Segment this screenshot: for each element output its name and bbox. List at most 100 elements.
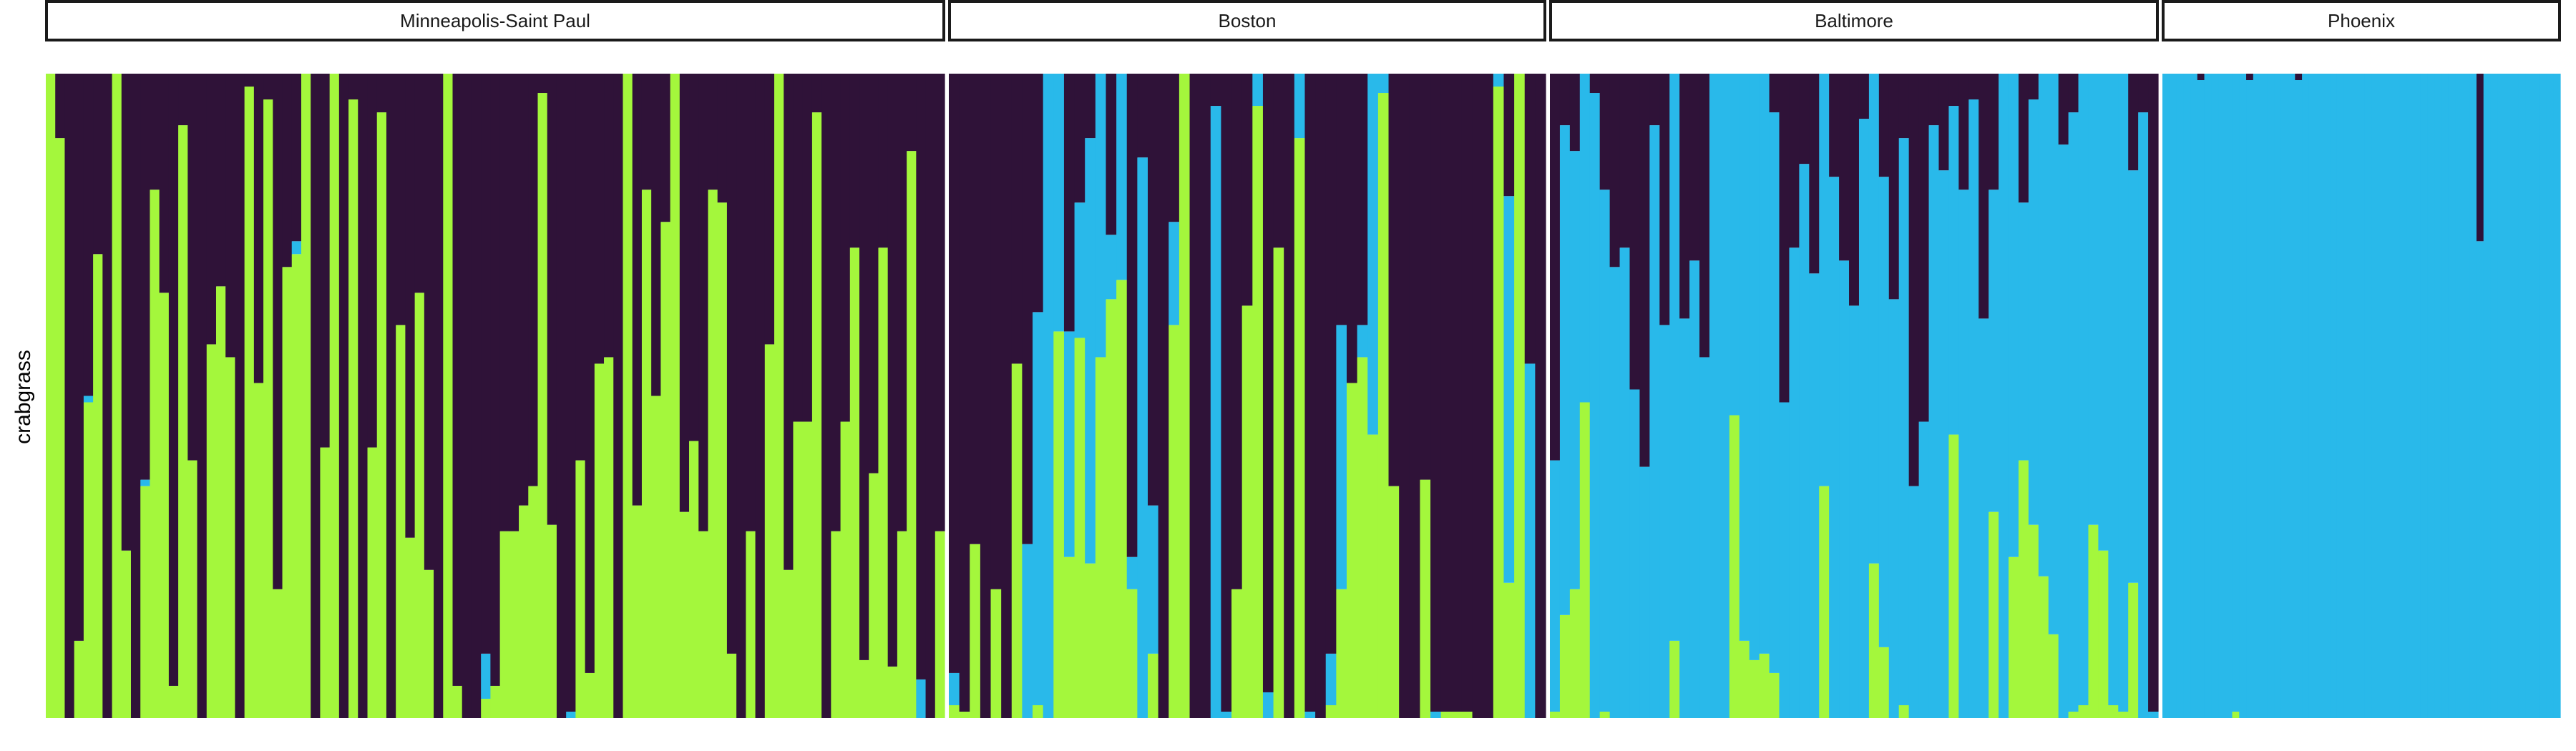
bar-segment-cluster3 [1849, 305, 1860, 718]
bar-segment-cluster2 [1158, 74, 1169, 718]
bar-segment-cluster3 [1819, 74, 1830, 486]
bar-segment-cluster2 [1629, 74, 1641, 390]
bar-segment-cluster3 [1898, 138, 1910, 705]
bar-segment-cluster1 [1514, 74, 1526, 718]
bar-segment-cluster1 [291, 254, 302, 718]
bar-segment-cluster2 [594, 74, 605, 364]
panel-2: Boston [948, 0, 1546, 719]
panel-3: Baltimore [1549, 0, 2159, 719]
bar-segment-cluster3 [1938, 170, 1949, 718]
bar-segment-cluster2 [925, 74, 936, 718]
bar-segment-cluster3 [2138, 112, 2149, 718]
bar-segment-cluster1 [263, 99, 273, 719]
bar-segment-cluster3 [2336, 74, 2345, 718]
bar-segment-cluster3 [1169, 222, 1180, 325]
bar-segment-cluster2 [253, 74, 264, 383]
bar-segment-cluster1 [2068, 711, 2079, 718]
bar-segment-cluster1 [1126, 589, 1138, 718]
y-axis-label: crabgrass [11, 350, 35, 444]
bar-segment-cluster2 [869, 74, 879, 473]
bar-segment-cluster2 [1938, 74, 1949, 171]
bar-segment-cluster2 [1550, 74, 1561, 461]
bar-segment-cluster2 [859, 74, 869, 660]
bar-segment-cluster2 [367, 74, 378, 448]
bar-segment-cluster2 [1022, 74, 1033, 544]
bar-segment-cluster2 [225, 74, 236, 358]
bar-segment-cluster3 [2267, 74, 2275, 718]
bar-segment-cluster2 [121, 74, 132, 551]
bar-segment-cluster2 [708, 74, 718, 190]
bar-segment-cluster2 [689, 74, 699, 441]
bar-segment-cluster3 [2420, 74, 2429, 718]
bar-segment-cluster2 [1569, 74, 1581, 152]
bar-segment-cluster3 [1839, 260, 1850, 718]
bar-segment-cluster1 [632, 505, 643, 718]
bar-segment-cluster3 [1989, 190, 1999, 512]
bar-segment-cluster3 [2162, 74, 2170, 718]
bar-segment-cluster2 [793, 74, 804, 422]
bar-segment-cluster2 [2058, 74, 2069, 145]
bar-segment-cluster3 [2518, 74, 2526, 718]
bar-segment-cluster2 [1451, 74, 1463, 712]
bar-segment-cluster2 [970, 74, 981, 544]
bar-segment-cluster3 [1221, 711, 1232, 718]
bar-segment-cluster2 [2018, 74, 2029, 203]
bar-segment-cluster2 [887, 74, 898, 667]
bar-segment-cluster3 [1979, 318, 1989, 718]
bar-segment-cluster3 [1619, 247, 1631, 718]
bar-segment-cluster1 [1273, 247, 1284, 718]
bar-segment-cluster2 [187, 74, 198, 461]
bar-segment-cluster1 [1550, 711, 1561, 718]
bar-segment-cluster3 [2048, 74, 2059, 634]
bar-segment-cluster3 [2525, 74, 2533, 718]
bar-segment-cluster1 [329, 74, 340, 718]
bar-segment-cluster2 [949, 74, 960, 673]
bar-segment-cluster2 [831, 74, 841, 531]
bar-segment-cluster1 [831, 531, 841, 718]
bar-segment-cluster3 [1878, 177, 1890, 647]
bar-segment-cluster2 [1968, 74, 1979, 100]
bar-segment-cluster1 [348, 99, 358, 719]
bar-segment-cluster2 [452, 74, 463, 686]
bar-segment-cluster1 [225, 357, 236, 718]
bar-segment-cluster3 [2434, 74, 2442, 718]
bar-segment-cluster2 [273, 74, 283, 589]
bar-segment-cluster2 [1589, 74, 1601, 94]
bar-segment-cluster3 [1729, 74, 1740, 416]
bar-segment-cluster3 [2148, 711, 2159, 718]
bar-segment-cluster1 [1252, 106, 1264, 719]
bar-segment-cluster2 [1948, 74, 1959, 107]
bar-segment-cluster1 [2118, 711, 2129, 718]
bar-segment-cluster2 [1979, 74, 1989, 319]
bar-segment-cluster3 [1999, 74, 2009, 718]
bar-segment-cluster2 [1599, 74, 1611, 190]
bar-segment-cluster3 [1252, 74, 1264, 107]
bar-segment-cluster2 [159, 74, 170, 293]
bar-segment-cluster3 [1799, 164, 1810, 718]
bar-segment-cluster1 [452, 685, 463, 718]
bar-segment-cluster3 [1503, 196, 1515, 583]
panel-strip [2162, 0, 2561, 41]
bar-segment-cluster1 [641, 190, 652, 718]
bar-segment-cluster1 [698, 531, 709, 718]
bar-segment-cluster2 [1420, 74, 1431, 480]
bar-segment-cluster1 [1451, 711, 1463, 718]
bar-segment-cluster3 [2197, 80, 2205, 718]
bar-segment-cluster2 [1189, 74, 1201, 718]
bar-segment-cluster2 [1169, 74, 1180, 222]
bar-segment-cluster2 [2295, 74, 2303, 81]
bar-segment-cluster1 [1367, 434, 1379, 718]
bar-segment-cluster2 [1535, 74, 1546, 718]
bar-segment-cluster1 [1898, 705, 1910, 718]
bar-segment-cluster1 [1559, 614, 1571, 718]
bar-segment-cluster1 [481, 698, 491, 718]
bar-segment-cluster1 [244, 87, 255, 718]
bar-segment-cluster3 [1779, 402, 1790, 718]
bar-segment-cluster1 [1948, 434, 1959, 718]
bar-segment-cluster2 [396, 74, 406, 325]
bar-segment-cluster2 [1357, 74, 1368, 325]
bar-segment-cluster2 [878, 74, 889, 248]
bar-segment-cluster1 [1347, 383, 1358, 718]
bar-segment-cluster3 [2343, 74, 2351, 718]
